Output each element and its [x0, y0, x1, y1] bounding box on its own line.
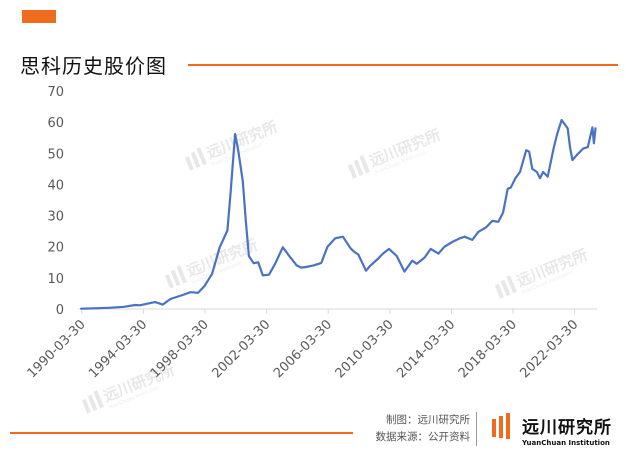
- title-rule: [188, 64, 618, 66]
- x-axis: 1990-03-301994-03-301998-03-302002-03-30…: [25, 308, 597, 381]
- y-tick-label: 60: [47, 116, 64, 131]
- y-tick-label: 30: [47, 210, 64, 225]
- accent-bar: [22, 10, 56, 23]
- x-tick-label: 2002-03-30: [209, 317, 273, 381]
- y-tick-label: 10: [47, 272, 64, 287]
- data-source: 数据来源：公开资料: [375, 431, 471, 443]
- price-line: [80, 118, 597, 310]
- x-tick-label: 2014-03-30: [394, 317, 458, 381]
- x-tick-label: 2006-03-30: [271, 317, 335, 381]
- y-tick-label: 20: [47, 241, 64, 256]
- y-tick-label: 50: [47, 147, 64, 162]
- chart-title: 思科历史股价图: [20, 54, 167, 78]
- footer-rule: [10, 432, 353, 434]
- x-tick-label: 2018-03-30: [456, 317, 520, 381]
- logo: 远川研究所 YuanChuan Institution: [492, 413, 611, 447]
- y-tick-label: 40: [47, 178, 64, 193]
- x-tick-label: 2010-03-30: [333, 317, 397, 381]
- chart-credit: 制图：远川研究所: [386, 414, 470, 426]
- x-tick-label: 1990-03-30: [25, 317, 89, 381]
- y-axis: 0 10 20 30 40 50 60 70: [47, 85, 64, 318]
- y-tick-label: 70: [47, 85, 64, 100]
- logo-tagline: YuanChuan Institution: [522, 439, 610, 447]
- logo-name: 远川研究所: [522, 418, 612, 438]
- x-tick-label: 1998-03-30: [148, 317, 212, 381]
- footer-divider: [476, 412, 477, 446]
- x-tick-label: 2022-03-30: [517, 317, 581, 381]
- y-tick-label: 0: [56, 303, 64, 318]
- logo-bars-icon: [492, 413, 513, 439]
